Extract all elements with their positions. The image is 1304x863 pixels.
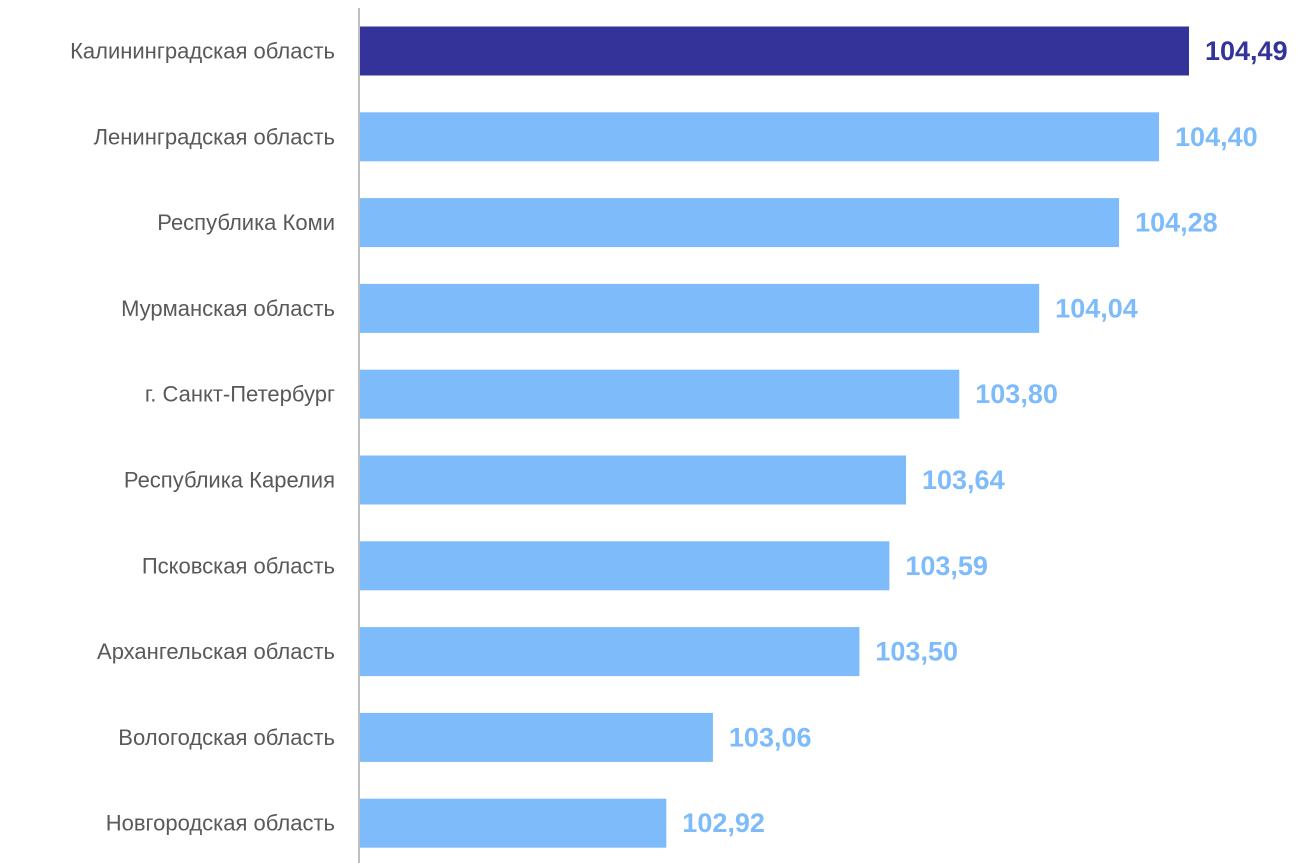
bar (360, 369, 960, 419)
category-label: Мурманская область (121, 296, 335, 321)
category-label: Архангельская область (97, 639, 335, 664)
bar (360, 627, 860, 677)
bar (360, 283, 1040, 333)
bar (360, 712, 713, 762)
value-label: 104,40 (1175, 122, 1258, 152)
bars-layer (360, 26, 1189, 848)
value-label: 103,06 (729, 722, 812, 752)
category-label: Вологодская область (118, 725, 335, 750)
category-label: Ленинградская область (94, 124, 335, 149)
value-label: 104,04 (1055, 293, 1138, 323)
value-label: 102,92 (682, 808, 765, 838)
value-label: 103,59 (905, 551, 988, 581)
labels-layer: Калининградская область 104,49 Ленинградск… (70, 36, 1288, 838)
bar (360, 541, 890, 591)
value-label: 103,80 (975, 379, 1058, 409)
category-label: Псковская область (142, 553, 335, 578)
bar (360, 455, 907, 505)
value-label: 104,28 (1135, 208, 1218, 238)
value-label: 104,49 (1205, 36, 1288, 66)
category-label: Новгородская область (106, 811, 335, 836)
bar (360, 26, 1189, 76)
category-label: Калининградская область (70, 39, 335, 64)
category-label: Республика Коми (157, 210, 335, 235)
bar (360, 198, 1120, 248)
value-label: 103,64 (922, 465, 1005, 495)
bar (360, 112, 1160, 162)
value-label: 103,50 (875, 637, 958, 667)
category-label: Республика Карелия (124, 468, 335, 493)
category-label: г. Санкт-Петербург (145, 382, 335, 407)
bar (360, 798, 667, 848)
